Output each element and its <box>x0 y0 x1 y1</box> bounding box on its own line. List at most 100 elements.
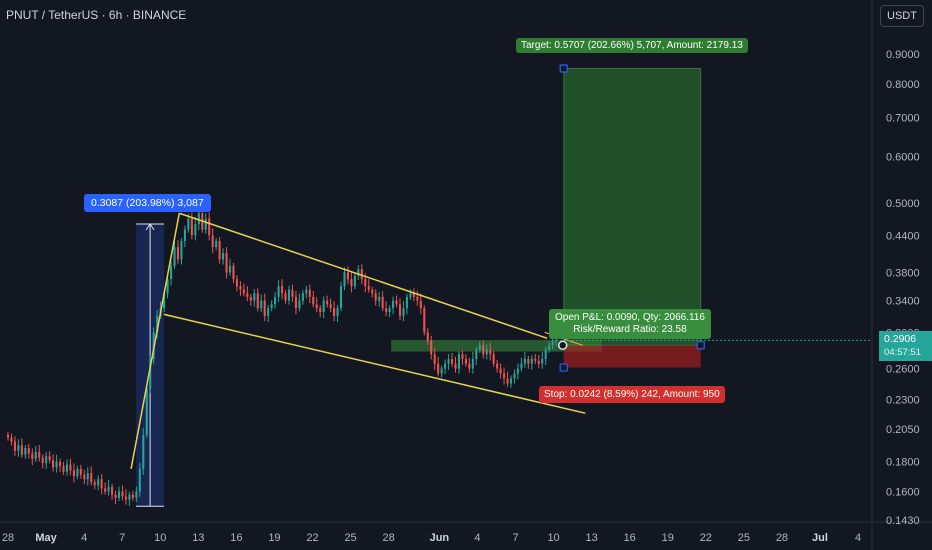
candle-body <box>173 247 176 266</box>
x-tick-label: 10 <box>547 532 559 544</box>
candle-body <box>527 358 530 364</box>
measure-label: 0.3087 (203.98%) 3,087 <box>84 194 211 212</box>
candle-body <box>426 332 429 341</box>
x-tick-label: May <box>35 532 57 544</box>
y-tick-label: 0.2300 <box>886 395 920 407</box>
candle-body <box>339 286 343 309</box>
candle-body <box>343 272 346 287</box>
candle-body <box>38 452 41 458</box>
candle-body <box>468 363 471 369</box>
candle-body <box>263 300 266 316</box>
candle-body <box>291 289 294 297</box>
candle-body <box>475 349 478 359</box>
candle-body <box>166 279 169 294</box>
candle-body <box>128 494 131 500</box>
x-tick-label: 13 <box>586 532 598 544</box>
candle-body <box>228 265 232 273</box>
candle-body <box>187 218 190 230</box>
candle-body <box>190 218 193 236</box>
candle-body <box>267 308 270 316</box>
candle-body <box>503 373 506 379</box>
candle-body <box>107 486 110 492</box>
candle-body <box>222 253 225 260</box>
candle-body <box>544 349 547 359</box>
candle-body <box>197 213 200 225</box>
x-tick-label: 10 <box>154 532 166 544</box>
candle-body <box>17 445 20 451</box>
candle-body <box>20 445 23 455</box>
candle-body <box>395 300 398 305</box>
candle-body <box>530 358 533 364</box>
candle-body <box>260 300 263 309</box>
candle-body <box>211 235 214 248</box>
candle-body <box>249 296 252 301</box>
candle-body <box>27 448 30 454</box>
candle-body <box>274 296 277 305</box>
candle-body <box>506 378 509 384</box>
x-tick-label: 19 <box>662 532 674 544</box>
candle-body <box>34 452 37 459</box>
candle-body <box>444 363 447 369</box>
candle-body <box>499 368 502 374</box>
last-price: 0.2906 <box>884 333 917 345</box>
pnl-line-1: Open P&L: 0.0090, Qty: 2066.116 <box>555 312 705 323</box>
candle-body <box>360 269 363 280</box>
x-tick-label: 22 <box>700 532 712 544</box>
candle-body <box>284 293 287 301</box>
stop-zone <box>563 345 701 368</box>
candle-body <box>430 340 433 355</box>
candle-body <box>346 272 350 280</box>
candle-body <box>180 241 183 260</box>
candle-body <box>145 388 148 436</box>
candle-body <box>218 241 221 260</box>
candle-body <box>100 479 103 489</box>
y-tick-label: 0.7000 <box>886 113 920 125</box>
x-tick-label: 28 <box>383 532 395 544</box>
candle-body <box>45 456 48 464</box>
candle-body <box>423 308 426 333</box>
last-price-tag: 0.2906 04:57:51 <box>879 331 932 361</box>
candle-body <box>242 289 245 294</box>
candle-body <box>392 300 395 309</box>
candle-body <box>281 286 284 294</box>
chart-title: PNUT / TetherUS · 6h · BINANCE <box>6 8 187 22</box>
candle-body <box>121 491 124 497</box>
candle-body <box>333 308 336 316</box>
candle-body <box>315 304 318 309</box>
y-tick-label: 0.3800 <box>886 267 920 279</box>
candle-body <box>156 315 159 333</box>
x-tick-label: 7 <box>512 532 518 544</box>
candle-body <box>41 457 44 464</box>
candle-body <box>142 435 145 469</box>
x-tick-label: 4 <box>855 532 861 544</box>
candle-body <box>489 349 492 355</box>
x-tick-label: 16 <box>230 532 242 544</box>
candle-body <box>322 300 325 313</box>
y-tick-label: 0.6000 <box>886 152 920 164</box>
candle-body <box>131 494 134 498</box>
candle-body <box>239 286 242 290</box>
candle-body <box>409 293 412 297</box>
demand-zone <box>391 340 602 352</box>
candle-body <box>450 358 454 364</box>
position-handle <box>559 64 568 73</box>
candle-body <box>326 300 329 305</box>
pnl-label: Open P&L: 0.0090, Qty: 2066.116 Risk/Rew… <box>549 309 711 339</box>
candle-body <box>215 241 218 248</box>
candle-body <box>308 289 311 297</box>
candle-body <box>194 224 197 236</box>
candle-body <box>170 265 173 280</box>
candle-body <box>520 363 523 369</box>
x-tick-label: 25 <box>738 532 750 544</box>
x-tick-label: 28 <box>776 532 788 544</box>
candle-body <box>457 354 461 369</box>
candle-body <box>176 247 180 260</box>
candle-body <box>48 456 51 461</box>
impulse-line <box>130 213 181 469</box>
candle-body <box>104 488 107 492</box>
x-tick-label: Jun <box>430 532 450 544</box>
candle-body <box>374 293 377 301</box>
pnl-line-2: Risk/Reward Ratio: 23.58 <box>573 324 687 335</box>
currency-button[interactable]: USDT <box>880 5 924 27</box>
